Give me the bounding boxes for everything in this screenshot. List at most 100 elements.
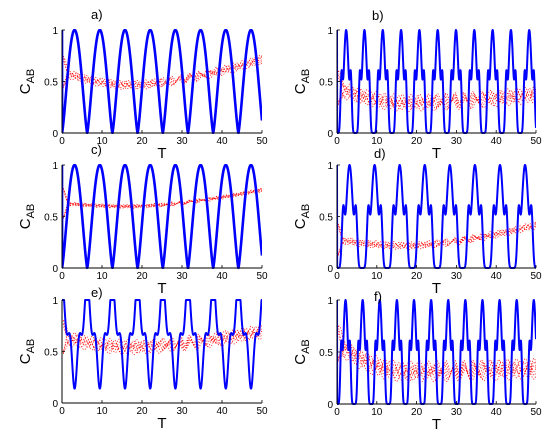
red-series-line <box>62 189 262 219</box>
y-axis-label-main: C <box>17 218 34 229</box>
red-series-group <box>62 187 262 219</box>
y-axis-label-main: C <box>17 83 34 94</box>
y-axis-label: CAB <box>292 339 312 365</box>
y-axis-label: CAB <box>17 339 37 365</box>
blue-series-line <box>62 29 262 134</box>
y-axis-label: CAB <box>292 204 312 230</box>
panel-label: a) <box>91 7 103 22</box>
panel-4: 0 10 20 30 40 50 0 0.5 1 T CAB d) <box>292 146 542 297</box>
x-axis-label: T <box>157 145 166 162</box>
x-tick-label: 40 <box>491 271 503 282</box>
red-series-line <box>63 320 262 349</box>
x-axis-label: T <box>157 415 166 432</box>
red-series-line <box>62 187 262 207</box>
y-axis-label: CAB <box>17 69 37 95</box>
red-series-line <box>62 56 262 88</box>
y-axis-label-main: C <box>292 218 309 229</box>
y-axis-label: CAB <box>17 204 37 230</box>
x-tick-label: 50 <box>530 407 542 418</box>
x-tick-label: 0 <box>334 407 340 418</box>
y-axis-label-sub: AB <box>300 69 312 84</box>
x-tick-label: 20 <box>411 271 423 282</box>
x-tick-label: 20 <box>136 406 148 417</box>
red-series-line <box>62 188 262 208</box>
blue-series-line <box>337 164 536 269</box>
red-series-line <box>337 74 536 108</box>
y-tick-label: 1 <box>327 161 333 172</box>
y-tick-label: 0 <box>327 264 333 275</box>
red-series-line <box>337 226 536 256</box>
panel-label: e) <box>91 285 103 300</box>
y-axis-label-sub: AB <box>25 339 37 354</box>
y-tick-label: 0 <box>52 264 58 275</box>
red-series-line <box>337 224 536 255</box>
x-tick-label: 0 <box>59 406 65 417</box>
y-axis-label-sub: AB <box>25 204 37 219</box>
red-series-line <box>337 82 536 106</box>
red-series-line <box>337 222 536 248</box>
x-tick-label: 50 <box>256 271 268 282</box>
x-tick-label: 40 <box>216 406 228 417</box>
x-axis-label: T <box>432 416 441 433</box>
x-tick-label: 30 <box>176 406 188 417</box>
x-tick-label: 50 <box>256 136 268 147</box>
red-series-line <box>62 190 262 219</box>
panel-6: 0 10 20 30 40 50 0 0.5 1 T CAB f) <box>292 289 542 433</box>
red-series-line <box>62 55 262 90</box>
panel-2: 0 10 20 30 40 50 0 0.5 1 T CAB b) <box>292 8 542 162</box>
y-axis-label: CAB <box>292 69 312 95</box>
x-tick-label: 10 <box>371 407 383 418</box>
y-axis-label-main: C <box>292 354 309 365</box>
x-tick-label: 30 <box>451 136 463 147</box>
y-tick-label: 1 <box>52 296 58 307</box>
y-axis-label-sub: AB <box>25 69 37 84</box>
y-tick-label: 1 <box>327 296 333 307</box>
x-tick-label: 40 <box>216 271 228 282</box>
x-tick-label: 0 <box>59 136 65 147</box>
red-series-group <box>62 320 262 355</box>
y-tick-label: 0 <box>52 129 58 140</box>
blue-series-line <box>337 29 536 134</box>
x-tick-label: 0 <box>334 271 340 282</box>
y-axis-label-sub: AB <box>300 339 312 354</box>
panel-label: d) <box>374 146 386 161</box>
x-tick-label: 30 <box>176 136 188 147</box>
red-series-group <box>337 70 536 112</box>
x-tick-label: 10 <box>371 271 383 282</box>
red-series-line <box>337 223 536 256</box>
x-tick-label: 40 <box>491 407 503 418</box>
x-tick-label: 30 <box>176 271 188 282</box>
x-tick-label: 30 <box>451 407 463 418</box>
red-series-line <box>338 70 536 104</box>
red-series-line <box>338 325 536 373</box>
y-tick-label: 0.5 <box>44 78 58 89</box>
x-tick-label: 30 <box>451 271 463 282</box>
panel-3: 0 10 20 30 40 50 0 0.5 1 T CAB c) <box>17 142 268 297</box>
x-tick-label: 10 <box>96 271 108 282</box>
y-axis-label-main: C <box>17 353 34 364</box>
blue-series-line <box>62 164 262 269</box>
panel-1: 0 10 20 30 40 50 0 0.5 1 T CAB a) <box>17 7 268 162</box>
y-axis-label-sub: AB <box>300 204 312 219</box>
panel-label: c) <box>91 142 102 157</box>
y-tick-label: 0.5 <box>44 213 58 224</box>
x-tick-label: 20 <box>136 136 148 147</box>
x-tick-label: 20 <box>411 136 423 147</box>
red-series-line <box>62 323 262 351</box>
red-series-line <box>337 221 536 247</box>
y-tick-label: 0.5 <box>319 213 333 224</box>
y-tick-label: 1 <box>327 26 333 37</box>
panel-label: f) <box>374 289 382 304</box>
x-tick-label: 20 <box>411 407 423 418</box>
x-tick-label: 50 <box>256 406 268 417</box>
blue-series-line <box>337 299 536 405</box>
y-tick-label: 0 <box>327 129 333 140</box>
panel-5: 0 10 20 30 40 50 0 0.5 1 T CAB e) <box>17 285 268 432</box>
red-series-line <box>62 320 262 354</box>
y-tick-label: 1 <box>52 26 58 37</box>
y-axis-label-main: C <box>292 83 309 94</box>
red-series-group <box>62 54 262 91</box>
x-tick-label: 0 <box>59 271 65 282</box>
x-tick-label: 50 <box>530 271 542 282</box>
